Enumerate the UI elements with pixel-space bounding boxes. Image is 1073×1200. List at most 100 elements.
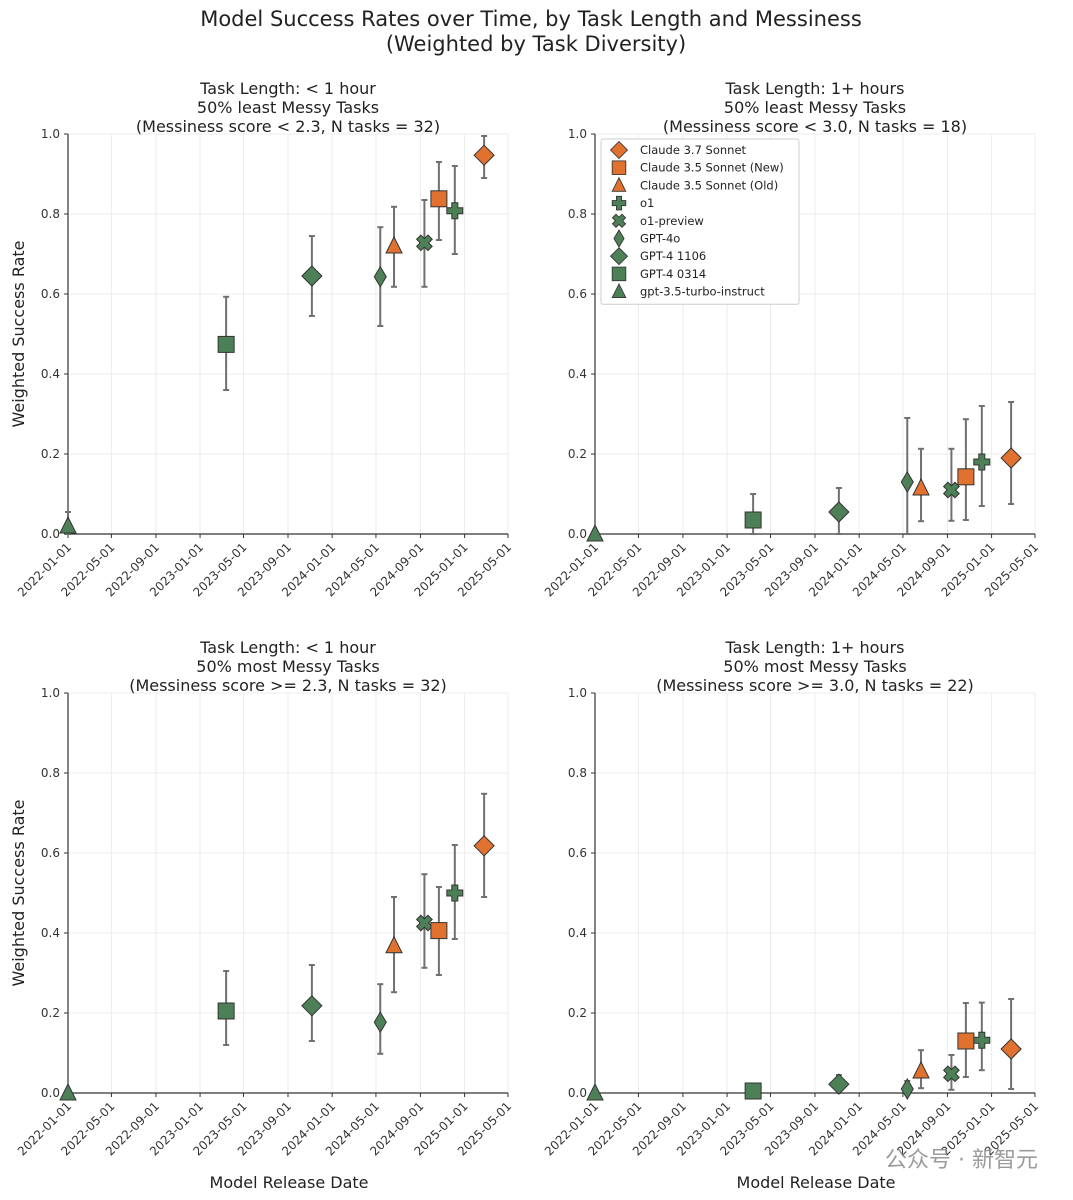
point-claude-3-7-sonnet xyxy=(473,835,495,857)
figure-title-line1: Model Success Rates over Time, by Task L… xyxy=(200,7,862,31)
y-tick-label: 0.8 xyxy=(568,207,587,221)
point-gpt-4-0314 xyxy=(217,1002,235,1020)
point-o1 xyxy=(446,884,464,902)
point-gpt-4o xyxy=(373,265,387,288)
legend-marker-gpt-3-5-turbo-instruct xyxy=(611,282,627,298)
point-o1 xyxy=(446,202,464,220)
point-o1-preview xyxy=(942,1065,960,1083)
y-tick-label: 0.6 xyxy=(41,287,60,301)
y-tick-label: 0.0 xyxy=(568,1086,587,1100)
panels: 0.00.20.40.60.81.02022-01-012022-05-0120… xyxy=(9,79,1041,1192)
point-gpt-3-5-turbo-instruct xyxy=(59,1082,77,1101)
point-gpt-4-1106 xyxy=(828,1073,850,1095)
legend-label-gpt-3-5-turbo-instruct: gpt-3.5-turbo-instruct xyxy=(640,285,765,299)
y-tick-label: 0.2 xyxy=(568,1006,587,1020)
legend-marker-gpt-4-1106 xyxy=(609,247,629,266)
legend-marker-claude-3-5-sonnet-new xyxy=(611,160,627,175)
point-claude-3-5-sonnet-old xyxy=(385,935,403,954)
chart-panel-1: 0.00.20.40.60.81.02022-01-012022-05-0120… xyxy=(9,79,514,599)
panel-title-line: 50% least Messy Tasks xyxy=(724,98,906,117)
y-tick-label: 0.4 xyxy=(568,367,587,381)
legend-label-gpt-4-1106: GPT-4 1106 xyxy=(640,249,706,263)
point-gpt-4-1106 xyxy=(301,265,323,287)
point-claude-3-5-sonnet-old xyxy=(385,235,403,254)
legend-label-claude-3-5-sonnet-old: Claude 3.5 Sonnet (Old) xyxy=(640,178,778,192)
legend: Claude 3.7 Sonnet Claude 3.5 Sonnet (New)… xyxy=(600,138,800,305)
watermark: 公众号 · 新智元 xyxy=(885,1148,1038,1173)
legend-marker-gpt-4-0314 xyxy=(611,266,627,282)
legend-marker-claude-3-7-sonnet xyxy=(609,140,629,160)
legend-marker-claude-3-5-sonnet-old xyxy=(611,176,627,192)
point-claude-3-7-sonnet xyxy=(1000,447,1022,469)
point-gpt-4-0314 xyxy=(744,1082,762,1100)
x-axis-label: Model Release Date xyxy=(737,1173,896,1192)
panel-title-line: 50% least Messy Tasks xyxy=(197,98,379,117)
legend-label-gpt-4-0314: GPT-4 0314 xyxy=(640,267,706,281)
point-gpt-4-0314 xyxy=(217,335,235,353)
chart-panel-2: 0.00.20.40.60.81.02022-01-012022-05-0120… xyxy=(542,79,1041,599)
point-claude-3-7-sonnet xyxy=(473,144,495,166)
chart-panel-3: 0.00.20.40.60.81.02022-01-012022-05-0120… xyxy=(9,638,514,1192)
legend-marker-o1-preview xyxy=(611,213,627,229)
y-tick-label: 1.0 xyxy=(41,127,60,141)
y-tick-label: 0.8 xyxy=(41,207,60,221)
y-tick-label: 0.4 xyxy=(568,926,587,940)
y-axis-label: Weighted Success Rate xyxy=(9,240,28,427)
point-claude-3-5-sonnet-old xyxy=(912,1060,930,1079)
point-gpt-3-5-turbo-instruct xyxy=(586,523,604,542)
legend-label-claude-3-7-sonnet: Claude 3.7 Sonnet xyxy=(640,143,747,157)
panel-title-line: 50% most Messy Tasks xyxy=(723,657,906,676)
panel-title-line: Task Length: 1+ hours xyxy=(725,638,905,657)
legend-label-gpt-4o: GPT-4o xyxy=(640,232,680,246)
point-o1 xyxy=(973,1031,991,1049)
y-tick-label: 0.4 xyxy=(41,926,60,940)
y-tick-label: 0.6 xyxy=(568,287,587,301)
legend-label-claude-3-5-sonnet-new: Claude 3.5 Sonnet (New) xyxy=(640,161,784,175)
y-tick-label: 0.0 xyxy=(568,527,587,541)
point-claude-3-5-sonnet-new xyxy=(957,468,975,486)
panel-title-line: (Messiness score >= 2.3, N tasks = 32) xyxy=(129,676,447,695)
y-tick-label: 1.0 xyxy=(568,686,587,700)
y-tick-label: 0.6 xyxy=(568,846,587,860)
y-tick-label: 0.6 xyxy=(41,846,60,860)
point-o1-preview xyxy=(415,234,433,252)
point-claude-3-5-sonnet-new xyxy=(957,1032,975,1050)
y-tick-label: 0.2 xyxy=(41,1006,60,1020)
y-tick-label: 0.0 xyxy=(41,1086,60,1100)
legend-label-o1: o1 xyxy=(640,196,654,210)
point-gpt-4o xyxy=(900,471,914,493)
point-claude-3-5-sonnet-new xyxy=(430,922,448,940)
point-o1-preview xyxy=(415,914,433,932)
point-claude-3-7-sonnet xyxy=(1000,1038,1022,1060)
point-gpt-3-5-turbo-instruct xyxy=(586,1082,604,1101)
x-axis-label: Model Release Date xyxy=(210,1173,369,1192)
panel-title-line: Task Length: < 1 hour xyxy=(199,638,376,657)
point-gpt-4-0314 xyxy=(744,511,762,529)
legend-marker-o1 xyxy=(611,195,627,211)
panel-title-line: 50% most Messy Tasks xyxy=(196,657,379,676)
y-tick-label: 0.8 xyxy=(568,766,587,780)
legend-label-o1-preview: o1-preview xyxy=(640,214,704,228)
y-tick-label: 0.4 xyxy=(41,367,60,381)
panel-title-line: Task Length: 1+ hours xyxy=(725,79,905,98)
y-tick-label: 1.0 xyxy=(41,686,60,700)
legend-marker-gpt-4o xyxy=(613,229,625,248)
point-o1 xyxy=(973,453,991,471)
y-tick-label: 0.2 xyxy=(41,447,60,461)
point-gpt-4-1106 xyxy=(301,995,323,1017)
point-gpt-4o xyxy=(373,1011,387,1034)
point-gpt-3-5-turbo-instruct xyxy=(59,515,77,534)
chart-panel-4: 0.00.20.40.60.81.02022-01-012022-05-0120… xyxy=(542,638,1041,1192)
y-tick-label: 1.0 xyxy=(568,127,587,141)
point-gpt-4-1106 xyxy=(828,501,850,523)
y-tick-label: 0.2 xyxy=(568,447,587,461)
y-tick-label: 0.8 xyxy=(41,766,60,780)
point-claude-3-5-sonnet-new xyxy=(430,190,448,208)
point-claude-3-5-sonnet-old xyxy=(912,477,930,496)
figure-title-line2: (Weighted by Task Diversity) xyxy=(386,32,686,56)
point-gpt-4o xyxy=(900,1078,914,1100)
legend-frame xyxy=(600,138,800,305)
panel-title-line: (Messiness score < 3.0, N tasks = 18) xyxy=(663,117,967,136)
y-axis-label: Weighted Success Rate xyxy=(9,799,28,986)
